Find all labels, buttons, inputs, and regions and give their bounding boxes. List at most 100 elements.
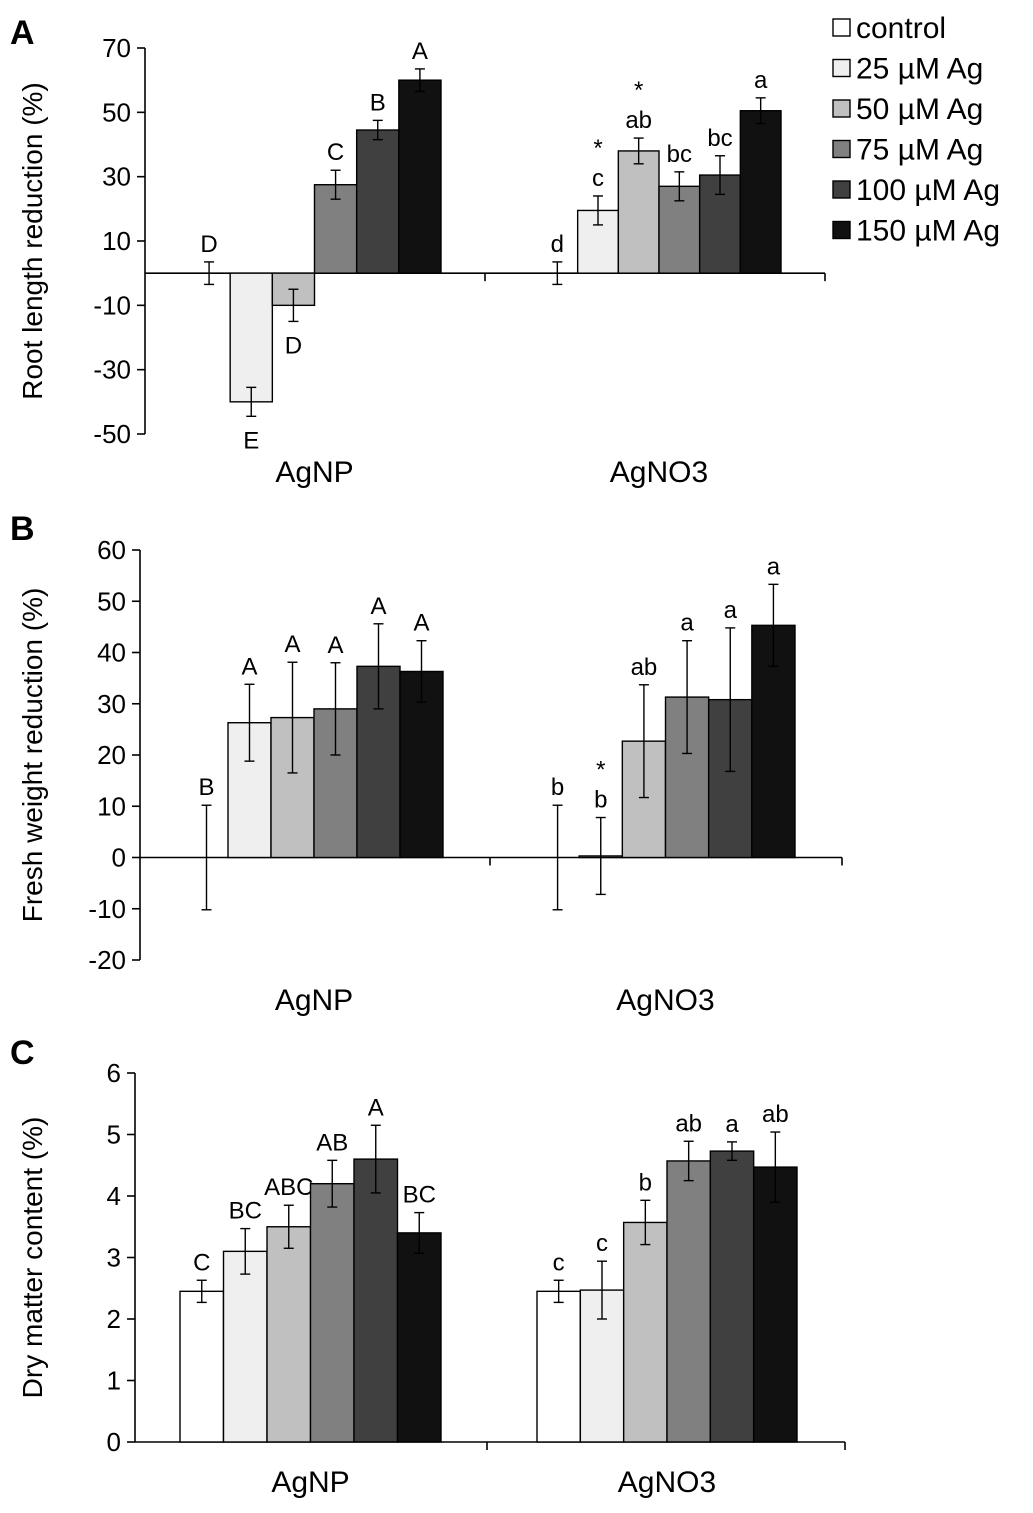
significance-letter: d bbox=[551, 231, 564, 258]
significance-letter: A bbox=[413, 610, 429, 637]
y-tick-label: -10 bbox=[88, 894, 126, 924]
legend-swatch-50-um-ag bbox=[832, 99, 851, 118]
bar-a-agno3-150-um-ag bbox=[739, 110, 782, 274]
significance-letter: bc bbox=[667, 141, 692, 168]
panel-letter-c: C bbox=[10, 1034, 35, 1072]
significance-letter: a bbox=[767, 553, 781, 580]
significance-star: * bbox=[634, 77, 643, 104]
significance-letter: b bbox=[594, 787, 607, 814]
legend-swatch-control bbox=[832, 18, 851, 37]
y-tick-label: 10 bbox=[102, 226, 131, 256]
y-tick-label: 5 bbox=[107, 1120, 121, 1150]
panel-letter-b: B bbox=[10, 510, 35, 548]
legend-label-25-um-ag: 25 µM Ag bbox=[856, 53, 983, 86]
legend-label-control: control bbox=[856, 12, 946, 45]
y-tick-label: 50 bbox=[97, 586, 126, 616]
panel-a: -50 -30 -10 10 30 50 70 Root length reduction (… bbox=[17, 33, 826, 489]
significance-letter: b bbox=[639, 1169, 652, 1196]
significance-letter: B bbox=[198, 774, 214, 801]
bar-c-agno3-control bbox=[536, 1290, 582, 1443]
y-axis-label: Dry matter content (%) bbox=[17, 1117, 48, 1399]
significance-letter: AB bbox=[316, 1129, 348, 1156]
y-tick-label: 50 bbox=[102, 97, 131, 127]
significance-letter: ab bbox=[762, 1101, 789, 1128]
legend-label-150-um-ag: 150 µM Ag bbox=[856, 215, 1000, 248]
bar-a-agno3-50-um-ag bbox=[617, 150, 660, 274]
legend-label-75-um-ag: 75 µM Ag bbox=[856, 134, 983, 167]
legend-label-50-um-ag: 50 µM Ag bbox=[856, 93, 983, 126]
category-label: AgNO3 bbox=[610, 456, 708, 489]
panel-letter-a: A bbox=[10, 14, 35, 52]
category-label: AgNO3 bbox=[618, 1466, 716, 1499]
significance-letter: c bbox=[553, 1249, 565, 1276]
legend-label-100-um-ag: 100 µM Ag bbox=[856, 174, 1000, 207]
y-tick-label: -10 bbox=[93, 290, 131, 320]
bar-c-agnp-25-um-ag bbox=[222, 1250, 268, 1443]
y-tick-label: 6 bbox=[107, 1058, 121, 1088]
y-tick-label: 3 bbox=[107, 1243, 121, 1273]
bar-c-agno3-100-um-ag bbox=[709, 1150, 755, 1443]
significance-letter: A bbox=[368, 1094, 384, 1121]
y-tick-label: 0 bbox=[112, 843, 126, 873]
significance-star: * bbox=[593, 135, 602, 162]
legend-swatch-25-um-ag bbox=[832, 58, 851, 78]
significance-letter: D bbox=[285, 332, 302, 359]
bar-a-agnp-25-um-ag bbox=[229, 272, 274, 403]
significance-letter: a bbox=[724, 597, 738, 624]
legend-swatch-100-um-ag bbox=[832, 180, 851, 199]
significance-letter: A bbox=[370, 593, 386, 620]
category-label: AgNP bbox=[275, 984, 353, 1017]
y-tick-label: 30 bbox=[97, 689, 126, 719]
legend: control 25 µM Ag 50 µM Ag 75 µM Ag 100 µM Ag… bbox=[832, 12, 1000, 248]
y-axis-label: Fresh weight reduction (%) bbox=[17, 588, 48, 923]
y-tick-label: 10 bbox=[97, 791, 126, 821]
legend-swatch-75-um-ag bbox=[832, 139, 851, 159]
significance-letter: A bbox=[327, 632, 343, 659]
significance-letter: C bbox=[327, 139, 344, 166]
category-label: AgNP bbox=[271, 1466, 349, 1499]
bar-a-agnp-100-um-ag bbox=[355, 129, 400, 274]
significance-letter: ab bbox=[625, 107, 652, 134]
significance-star: * bbox=[596, 757, 605, 784]
significance-letter: ab bbox=[675, 1110, 702, 1137]
bar-c-agnp-150-um-ag bbox=[396, 1232, 442, 1443]
significance-letter: b bbox=[551, 774, 564, 801]
significance-letter: bc bbox=[707, 125, 732, 152]
significance-letter: E bbox=[243, 427, 259, 454]
bar-c-agnp-75-um-ag bbox=[309, 1182, 355, 1443]
y-tick-label: -50 bbox=[93, 419, 131, 449]
category-label: AgNP bbox=[275, 456, 353, 489]
legend-swatch-150-um-ag bbox=[832, 220, 851, 240]
significance-letter: A bbox=[412, 38, 428, 65]
significance-letter: c bbox=[592, 165, 604, 192]
bar-a-agnp-150-um-ag bbox=[398, 79, 442, 274]
significance-letter: ab bbox=[631, 654, 658, 681]
bar-c-agnp-100-um-ag bbox=[353, 1158, 399, 1443]
y-tick-label: 40 bbox=[97, 638, 126, 668]
significance-letter: BC bbox=[403, 1182, 436, 1209]
y-tick-label: 20 bbox=[97, 740, 126, 770]
bar-c-agno3-150-um-ag bbox=[752, 1166, 798, 1443]
panel-b: -20 -10 0 10 20 30 40 50 60 Fresh weight reductio… bbox=[17, 535, 843, 1017]
y-tick-label: 70 bbox=[102, 33, 131, 63]
bar-c-agnp-50-um-ag bbox=[266, 1226, 312, 1443]
significance-letter: a bbox=[754, 67, 768, 94]
bar-b-agnp-100-um-ag bbox=[356, 665, 401, 859]
bar-c-agno3-50-um-ag bbox=[622, 1221, 668, 1443]
y-tick-label: -30 bbox=[93, 355, 131, 385]
y-tick-label: 4 bbox=[107, 1181, 121, 1211]
significance-letter: a bbox=[725, 1111, 739, 1138]
bar-c-agno3-75-um-ag bbox=[666, 1160, 712, 1443]
significance-letter: a bbox=[680, 610, 694, 637]
category-label: AgNO3 bbox=[616, 984, 714, 1017]
y-axis-label: Root length reduction (%) bbox=[17, 82, 48, 400]
significance-letter: A bbox=[241, 653, 257, 680]
bar-c-agnp-control bbox=[179, 1290, 225, 1443]
significance-letter: c bbox=[596, 1230, 608, 1257]
y-tick-label: 1 bbox=[107, 1366, 121, 1396]
significance-letter: B bbox=[370, 89, 386, 116]
y-tick-label: 2 bbox=[107, 1304, 121, 1334]
